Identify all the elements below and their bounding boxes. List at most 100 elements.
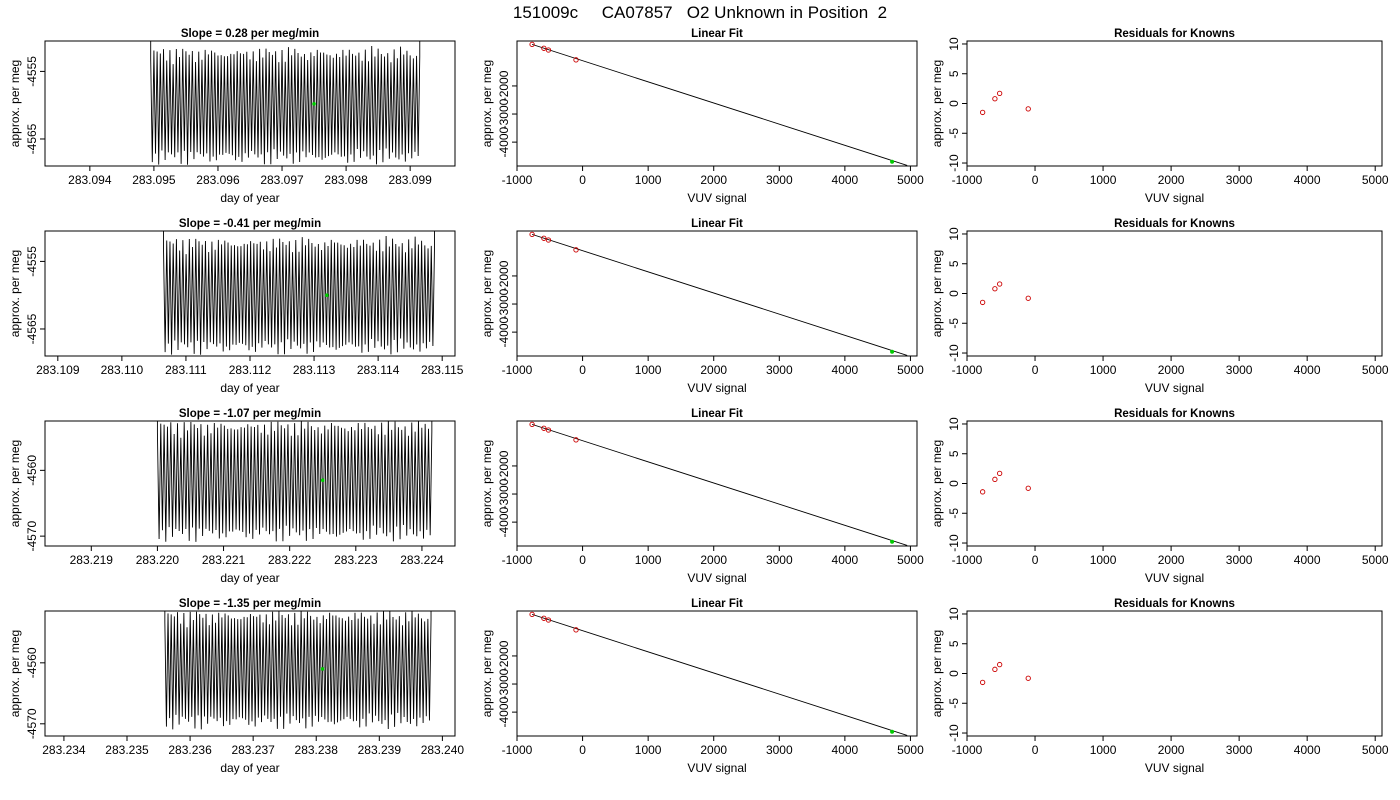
x-axis-label: VUV signal bbox=[687, 191, 746, 205]
y-axis: -10 -5 0 5 10 bbox=[947, 37, 967, 172]
known-point bbox=[1025, 106, 1031, 112]
panel-timeseries-3: Slope = -1.07 per meg/min 283.219 283.220 2… bbox=[8, 408, 456, 585]
fit-line bbox=[531, 613, 908, 736]
x-tick-label: 5000 bbox=[1362, 173, 1389, 187]
known-point bbox=[992, 96, 998, 102]
unknown-point bbox=[890, 539, 895, 544]
x-axis: -1000 0 1000 2000 3000 4000 5000 bbox=[952, 166, 1389, 187]
y-tick-label: -4565 bbox=[25, 313, 39, 344]
x-tick-label: 5000 bbox=[1362, 363, 1389, 377]
panel-title: Slope = -1.07 per meg/min bbox=[179, 408, 321, 420]
x-tick-label: 0 bbox=[579, 743, 586, 757]
known-point bbox=[573, 627, 579, 633]
panel-linearfit-3: Linear Fit -1000 0 1000 2000 3000 4000 5000 -200… bbox=[480, 408, 924, 585]
known-point bbox=[573, 437, 579, 443]
plot-frame bbox=[516, 40, 918, 167]
y-axis: -4555 -4565 bbox=[25, 56, 45, 154]
x-axis-label: day of year bbox=[220, 381, 279, 395]
x-tick-label: 283.219 bbox=[70, 553, 114, 567]
x-axis-label: day of year bbox=[220, 191, 279, 205]
x-axis: -1000 0 1000 2000 3000 4000 5000 bbox=[952, 736, 1389, 757]
y-tick-label: -4555 bbox=[25, 56, 39, 87]
x-tick-label: 283.234 bbox=[42, 743, 86, 757]
x-tick-label: 283.221 bbox=[202, 553, 246, 567]
unknown-point bbox=[890, 159, 895, 164]
y-axis: -2000-3000-4000 bbox=[497, 260, 517, 347]
x-tick-label: 283.237 bbox=[231, 743, 275, 757]
x-tick-label: 3000 bbox=[766, 363, 793, 377]
y-tick-label: -4000 bbox=[497, 506, 511, 537]
x-tick-label: 283.113 bbox=[293, 363, 336, 377]
fit-line bbox=[531, 423, 908, 546]
known-point bbox=[979, 679, 986, 686]
known-point bbox=[997, 281, 1003, 287]
x-tick-label: 4000 bbox=[832, 173, 859, 187]
plot-frame bbox=[966, 230, 1383, 357]
x-tick-label: 3000 bbox=[1226, 363, 1253, 377]
panel-title: Linear Fit bbox=[691, 408, 743, 420]
x-tick-label: 2000 bbox=[1158, 553, 1185, 567]
x-tick-label: 283.099 bbox=[388, 173, 432, 187]
y-axis: -4560 -4570 bbox=[25, 647, 45, 739]
y-axis-label: approx. per meg bbox=[8, 60, 22, 147]
x-tick-label: -1000 bbox=[952, 363, 983, 377]
known-point bbox=[545, 47, 552, 53]
x-tick-label: 5000 bbox=[1362, 553, 1389, 567]
x-tick-label: 5000 bbox=[1362, 743, 1389, 757]
figure-title: 151009c CA07857 O2 Unknown in Position 2 bbox=[512, 3, 888, 22]
panel-title: Slope = 0.28 per meg/min bbox=[181, 28, 319, 40]
x-tick-label: 4000 bbox=[1294, 363, 1321, 377]
y-axis-label: approx. per meg bbox=[480, 60, 494, 147]
y-tick-label: -4570 bbox=[25, 708, 39, 739]
y-tick-label: 10 bbox=[947, 37, 961, 51]
plot-area bbox=[163, 231, 435, 355]
y-tick-label: -10 bbox=[947, 344, 961, 362]
panel-residuals-1: Residuals for Knowns -1000 0 1000 2000 3000 40… bbox=[930, 28, 1389, 205]
x-tick-label: 2000 bbox=[700, 173, 727, 187]
plot-area bbox=[150, 41, 421, 165]
x-axis-label: VUV signal bbox=[687, 381, 746, 395]
plot-frame bbox=[44, 420, 456, 547]
known-point bbox=[529, 611, 535, 618]
y-tick-label: 0 bbox=[947, 100, 961, 107]
x-axis: 283.219 283.220 283.221 283.222 283.223 283.2… bbox=[70, 546, 444, 567]
series-line bbox=[164, 611, 432, 730]
known-point bbox=[997, 90, 1003, 97]
panel-residuals-3: Residuals for Knowns -1000 0 1000 2000 3000 40… bbox=[930, 408, 1389, 585]
panel-linearfit-2: Linear Fit -1000 0 1000 2000 3000 4000 5000 -200… bbox=[480, 218, 924, 395]
y-tick-label: 5 bbox=[947, 640, 961, 647]
x-tick-label: 2000 bbox=[700, 553, 727, 567]
plot-area bbox=[156, 421, 433, 542]
x-tick-label: 283.239 bbox=[358, 743, 402, 757]
x-axis: -1000 0 1000 2000 3000 4000 5000 bbox=[502, 736, 924, 757]
panel-title: Slope = -1.35 per meg/min bbox=[179, 598, 321, 610]
x-tick-label: 3000 bbox=[766, 743, 793, 757]
known-point bbox=[529, 231, 535, 238]
y-axis-label: approx. per meg bbox=[930, 60, 944, 147]
unknown-marker bbox=[320, 478, 325, 483]
x-tick-label: 283.238 bbox=[295, 743, 339, 757]
known-point bbox=[992, 286, 998, 292]
x-tick-label: 1000 bbox=[635, 553, 662, 567]
x-tick-label: -1000 bbox=[502, 173, 533, 187]
y-tick-label: -4565 bbox=[25, 123, 39, 154]
x-tick-label: 2000 bbox=[1158, 743, 1185, 757]
y-tick-label: 5 bbox=[947, 450, 961, 457]
y-tick-label: 0 bbox=[947, 480, 961, 487]
y-tick-label: -3000 bbox=[497, 288, 511, 319]
x-tick-label: 4000 bbox=[832, 553, 859, 567]
x-tick-label: 0 bbox=[1032, 743, 1039, 757]
y-axis-label: approx. per meg bbox=[480, 250, 494, 337]
x-tick-label: 5000 bbox=[897, 553, 924, 567]
x-tick-label: 3000 bbox=[766, 173, 793, 187]
y-tick-label: 10 bbox=[947, 417, 961, 431]
unknown-marker bbox=[312, 102, 316, 106]
y-tick-label: 10 bbox=[947, 607, 961, 621]
y-tick-label: -4000 bbox=[497, 126, 511, 157]
plot-frame bbox=[44, 40, 456, 167]
x-tick-label: 4000 bbox=[1294, 743, 1321, 757]
unknown-marker bbox=[325, 293, 329, 297]
known-point bbox=[992, 476, 998, 482]
x-tick-label: 0 bbox=[1032, 363, 1039, 377]
